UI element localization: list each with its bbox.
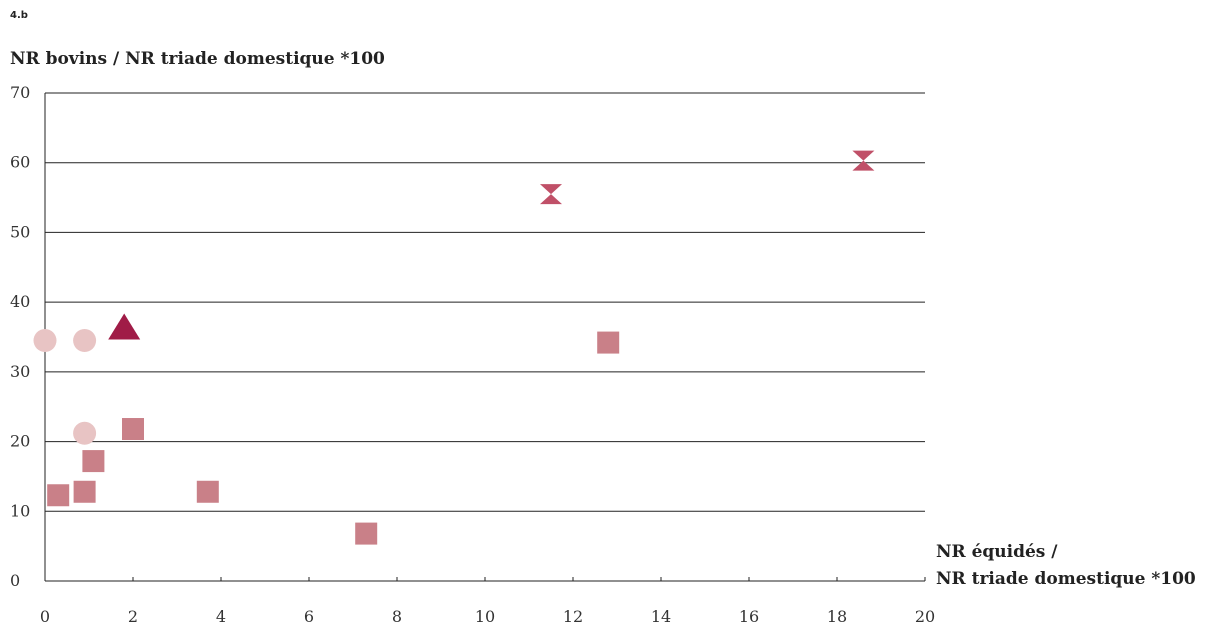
- data-point-circle: [73, 328, 97, 352]
- y-tick-label: 10: [10, 501, 30, 520]
- x-tick-label: 8: [392, 607, 402, 626]
- y-tick-label: 20: [10, 432, 30, 451]
- x-tick-label: 20: [915, 607, 935, 626]
- x-axis-title-line-2: NR triade domestique *100: [936, 569, 1196, 589]
- data-point-square: [355, 522, 378, 545]
- x-tick-label: 6: [304, 607, 314, 626]
- data-point-triangle: [108, 313, 141, 340]
- data-point-square: [196, 480, 219, 503]
- data-point-hourglass: [852, 150, 875, 171]
- y-tick-label: 50: [10, 222, 30, 241]
- data-point-circle: [33, 328, 57, 352]
- y-tick-label: 30: [10, 362, 30, 381]
- data-point-square: [47, 484, 70, 507]
- data-point-square: [597, 331, 620, 354]
- data-points: [33, 150, 875, 545]
- data-point-hourglass: [540, 184, 562, 205]
- x-tick-label: 16: [739, 607, 759, 626]
- x-tick-label: 14: [651, 607, 671, 626]
- y-tick-label: 40: [10, 292, 30, 311]
- data-point-circle: [73, 421, 97, 445]
- data-point-square: [82, 450, 105, 473]
- y-tick-label: 70: [10, 83, 30, 102]
- x-tick-label: 4: [216, 607, 226, 626]
- axes: [44, 93, 926, 582]
- grid-lines: [45, 92, 925, 512]
- y-tick-label: 60: [10, 153, 30, 172]
- x-tick-label: 18: [827, 607, 847, 626]
- x-tick-label: 12: [563, 607, 583, 626]
- x-tick-label: 10: [475, 607, 495, 626]
- y-tick-label: 0: [10, 571, 20, 590]
- x-axis-title-line-1: NR équidés /: [936, 542, 1058, 562]
- data-point-square: [73, 480, 96, 503]
- tick-labels: 0 10 20 30 40 50 60 70 0 2 4 6 8 10 12 14 16 18 20: [10, 83, 935, 626]
- data-point-square: [122, 418, 144, 441]
- x-tick-label: 0: [40, 607, 50, 626]
- y-axis-title: NR bovins / NR triade domestique *100: [10, 49, 385, 69]
- figure-label: 4.b: [10, 10, 28, 21]
- x-tick-label: 2: [128, 607, 138, 626]
